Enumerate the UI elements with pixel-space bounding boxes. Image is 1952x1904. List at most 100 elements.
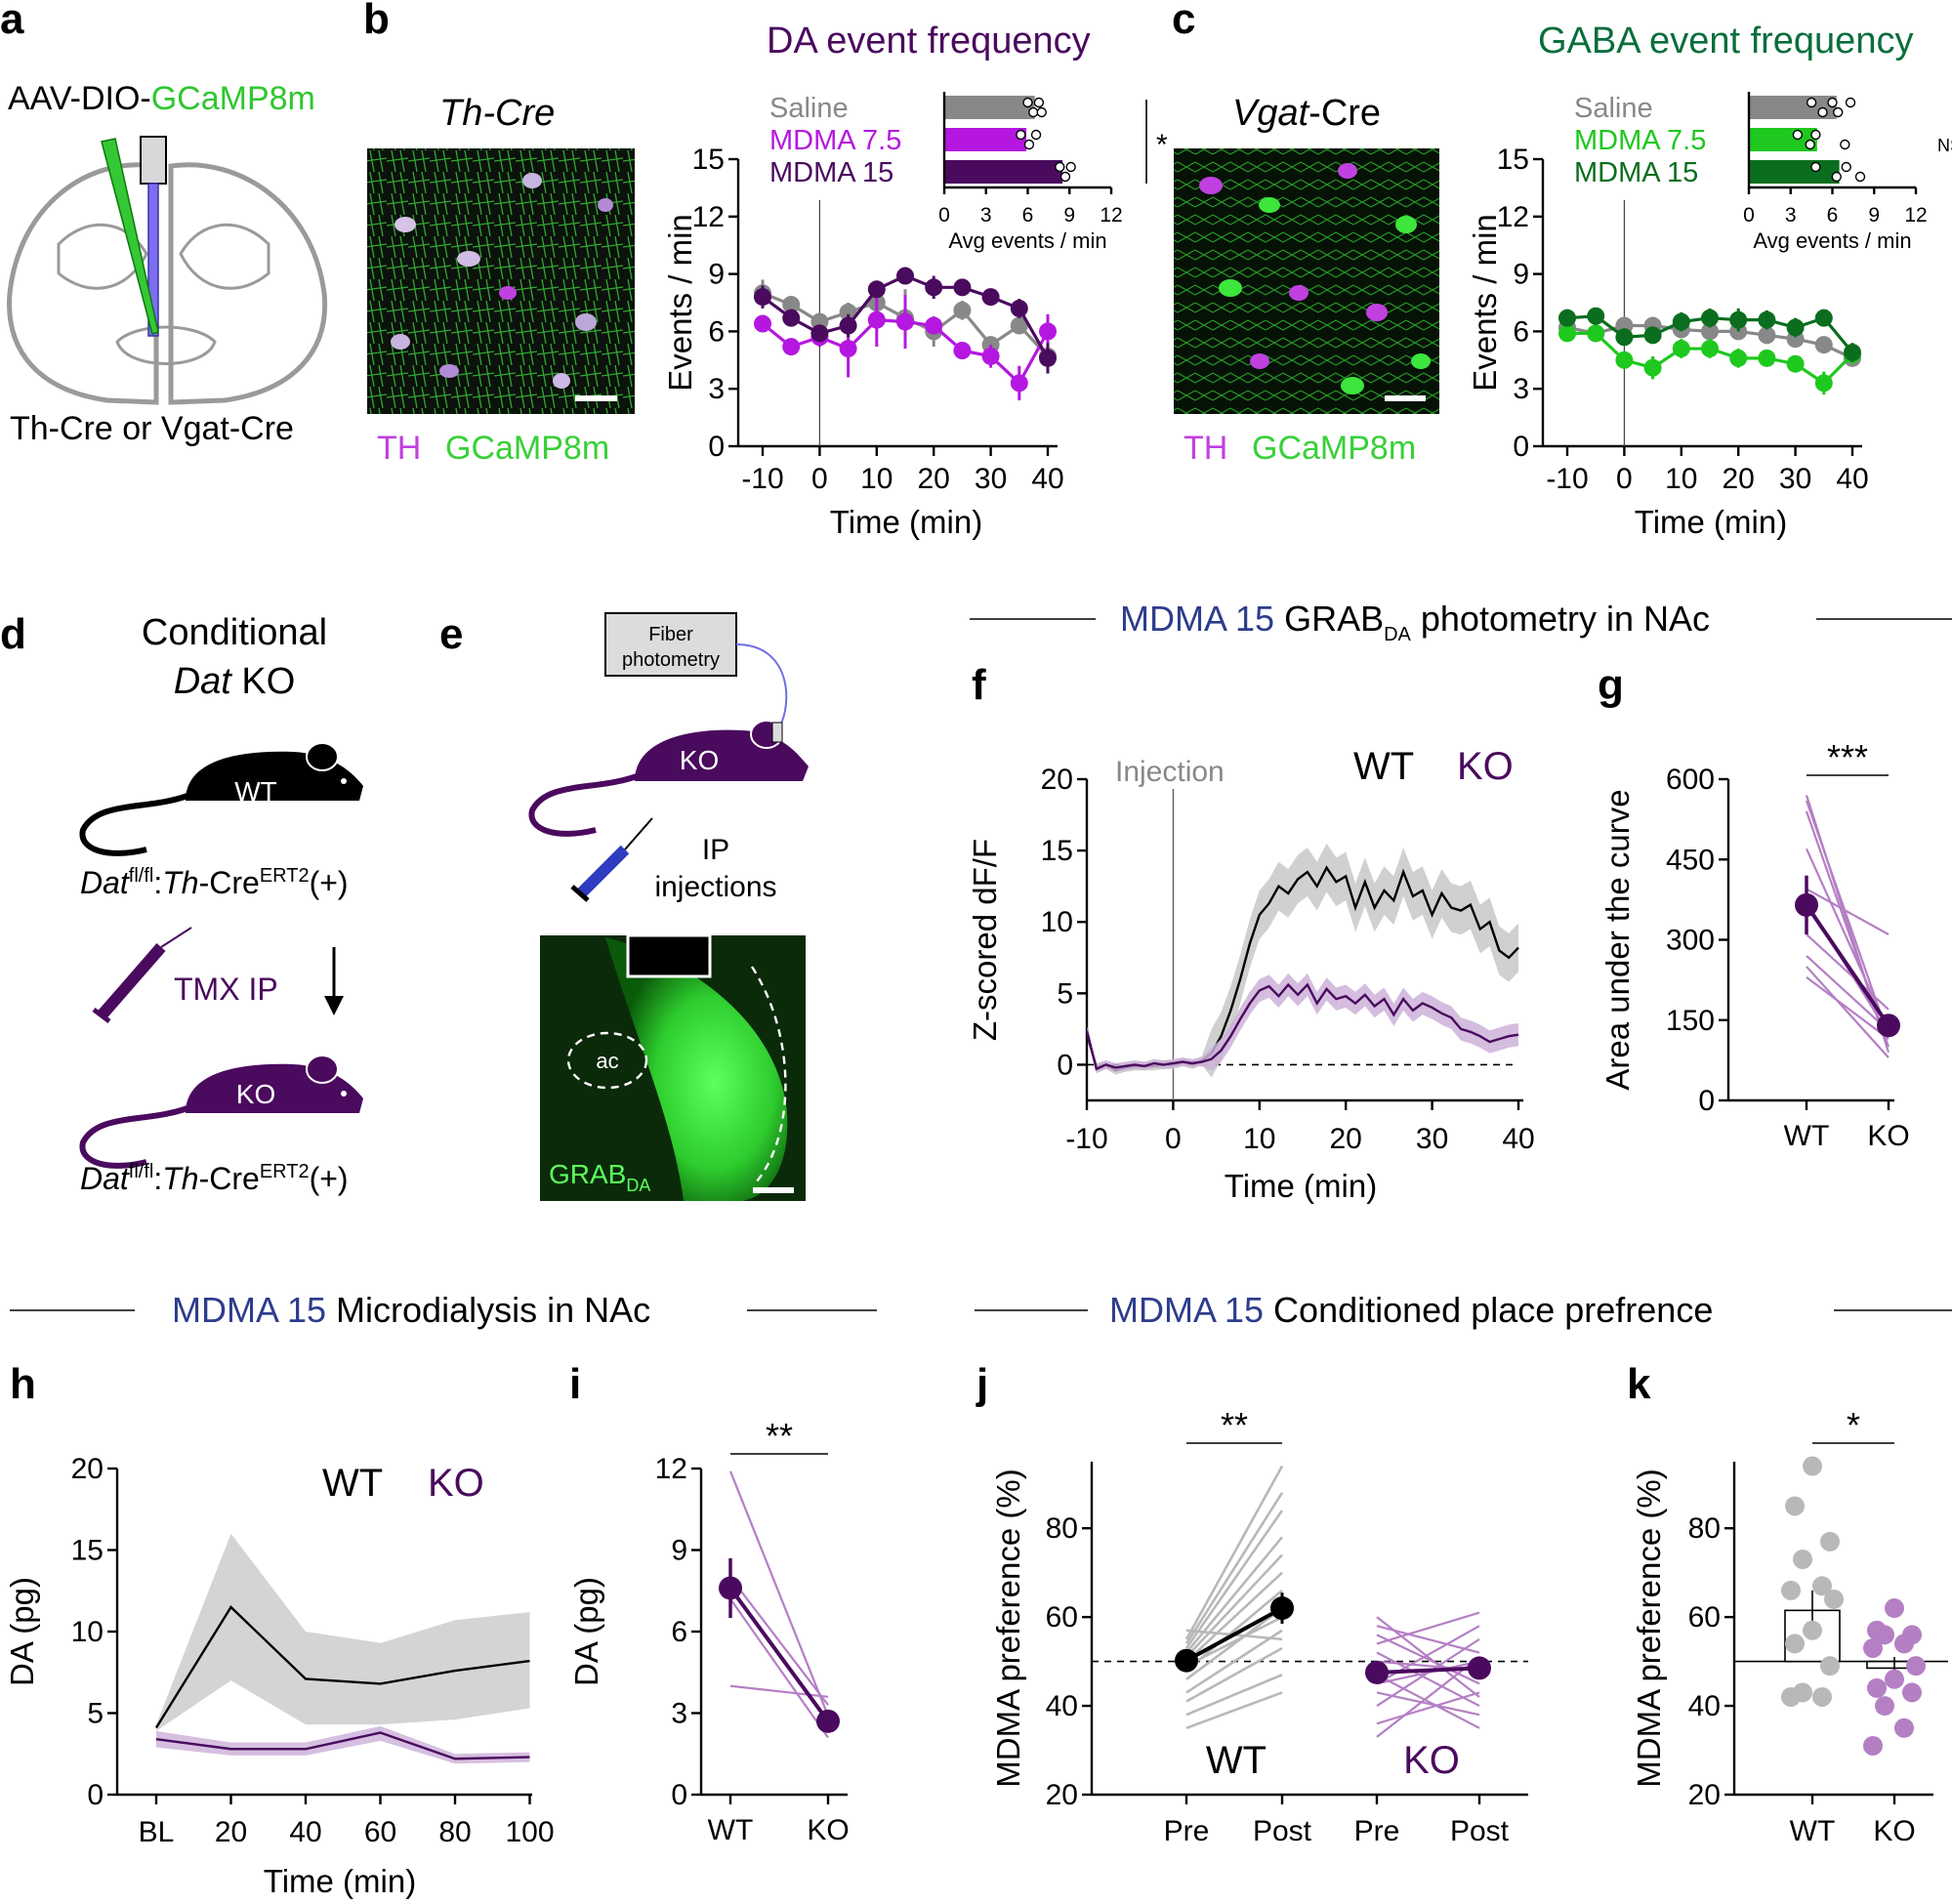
paired-line	[1805, 848, 1890, 1032]
significance-label: NS	[1937, 136, 1952, 155]
th-cre-micrograph	[367, 148, 635, 414]
sem-band	[1087, 973, 1518, 1074]
x-tick-label: 30	[975, 463, 1007, 495]
data-point	[839, 340, 857, 358]
paired-line-ko	[1376, 1634, 1480, 1685]
data-point	[1672, 340, 1690, 358]
data-point	[1867, 1677, 1887, 1698]
inset-tick-label: 0	[1743, 204, 1755, 227]
vgat-cre-micrograph	[1174, 148, 1439, 414]
paired-line	[729, 1684, 829, 1698]
data-point	[1672, 312, 1690, 331]
y-tick-label: 40	[1046, 1690, 1078, 1722]
data-point	[925, 316, 943, 335]
x-tick-label: 100	[505, 1816, 554, 1848]
significance-label: *	[1847, 1405, 1860, 1445]
group-label-ko: KO	[1403, 1739, 1460, 1782]
y-axis-label: DA (pg)	[568, 1577, 604, 1686]
panel-b: b DA event frequency Th-Cre TH GCaMP8m 0…	[363, 0, 1168, 540]
mean-point	[1175, 1648, 1198, 1673]
y-tick-label: 0	[87, 1779, 104, 1811]
paired-line-wt	[1185, 1615, 1283, 1668]
y-tick-label: 20	[71, 1453, 104, 1485]
paired-line-ko	[1376, 1660, 1480, 1685]
panel-h-chart: 0 5 10 15 20 DA (pg) BL 20 40 60 80 100 Time (min) WT…	[4, 1453, 555, 1899]
data-point	[1885, 1598, 1904, 1619]
inset-point	[1817, 106, 1828, 118]
data-point	[1615, 328, 1634, 347]
inset-point	[1831, 171, 1842, 183]
virus-name: GCaMP8m	[151, 80, 315, 117]
data-point	[953, 301, 972, 319]
inset-point	[1022, 97, 1033, 108]
significance-label: ***	[1827, 737, 1868, 777]
data-point	[839, 303, 857, 321]
data-point	[1820, 1531, 1840, 1552]
x-tick-label: 20	[1330, 1123, 1362, 1155]
panel-b-title: DA event frequency	[767, 21, 1091, 62]
y-tick-label: 40	[1688, 1690, 1721, 1722]
section-2-title: MDMA 15 Microdialysis in NAc	[172, 1290, 650, 1330]
legend-wt: WT	[1353, 745, 1414, 788]
inset-point	[1055, 161, 1065, 173]
paired-line	[1806, 966, 1890, 1058]
paired-line	[729, 1576, 829, 1706]
data-point	[1875, 1625, 1894, 1645]
y-tick-label: 6	[708, 315, 725, 348]
inset-bar	[944, 128, 1027, 151]
scale-bar	[1385, 395, 1426, 401]
inset-point	[1854, 171, 1866, 183]
data-point	[1812, 1576, 1832, 1596]
section-1-title: MDMA 15 GRABDA photometry in NAc	[1120, 599, 1710, 645]
x-tick-label: 20	[215, 1816, 247, 1848]
y-tick-label: 0	[1698, 1085, 1715, 1117]
ko-mouse-illustration: KO	[79, 1055, 363, 1169]
data-point	[810, 324, 829, 343]
ac-label: ac	[596, 1049, 618, 1073]
paired-line-ko	[1376, 1611, 1480, 1645]
scale-bar	[753, 1187, 794, 1193]
inset-tick-label: 6	[1827, 204, 1839, 227]
data-point	[1786, 354, 1805, 373]
data-point	[1587, 307, 1605, 325]
panel-d: d Conditional Dat KO WT Datfl/fl:Th-CreE…	[0, 610, 363, 1196]
legend-label: MDMA 7.5	[1574, 125, 1706, 156]
ko-mouse-label: KO	[236, 1079, 275, 1109]
panel-h: h 0 5 10 15 20 DA (pg) BL 20 40 60 80 100 Time (min)…	[4, 1360, 555, 1899]
x-tick-label: Pre	[1354, 1815, 1400, 1847]
x-tick-label: WT	[1790, 1815, 1836, 1847]
x-tick-label: 10	[1665, 463, 1697, 495]
data-point	[754, 288, 771, 307]
data-point	[1701, 322, 1719, 341]
x-tick-label: KO	[807, 1814, 849, 1846]
virus-label: AAV-DIO-GCaMP8m	[8, 80, 315, 117]
paired-line-ko	[1376, 1674, 1480, 1729]
syringe-icon	[570, 817, 653, 902]
y-tick-label: 9	[1513, 259, 1529, 291]
y-tick-label: 0	[1057, 1049, 1073, 1081]
fiber-tip	[626, 933, 712, 978]
inset-point	[1027, 106, 1039, 118]
legend-label: MDMA 7.5	[769, 125, 901, 156]
virus-prefix: AAV-DIO-	[8, 80, 151, 117]
y-tick-label: 3	[671, 1698, 687, 1730]
legend-ko: KO	[428, 1462, 484, 1505]
panel-letter-k: k	[1627, 1360, 1651, 1408]
y-tick-label: 15	[71, 1535, 104, 1567]
mean-trace	[1085, 982, 1519, 1071]
paired-line	[1806, 976, 1890, 1040]
mean-point	[719, 1576, 742, 1600]
data-point	[1863, 1637, 1883, 1658]
panel-letter-c: c	[1172, 0, 1195, 43]
inset-tick-label: 9	[1063, 204, 1075, 227]
mean-point	[1795, 892, 1818, 917]
x-tick-label: 10	[1243, 1123, 1275, 1155]
mean-point	[1877, 1014, 1900, 1038]
legend-label: MDMA 15	[769, 157, 893, 188]
inset-point	[1827, 97, 1838, 108]
stain-th: TH	[377, 430, 421, 467]
y-tick-label: 9	[708, 259, 725, 291]
y-tick-label: 300	[1666, 925, 1715, 957]
data-point	[782, 309, 801, 327]
panel-c-title: GABA event frequency	[1538, 21, 1913, 62]
